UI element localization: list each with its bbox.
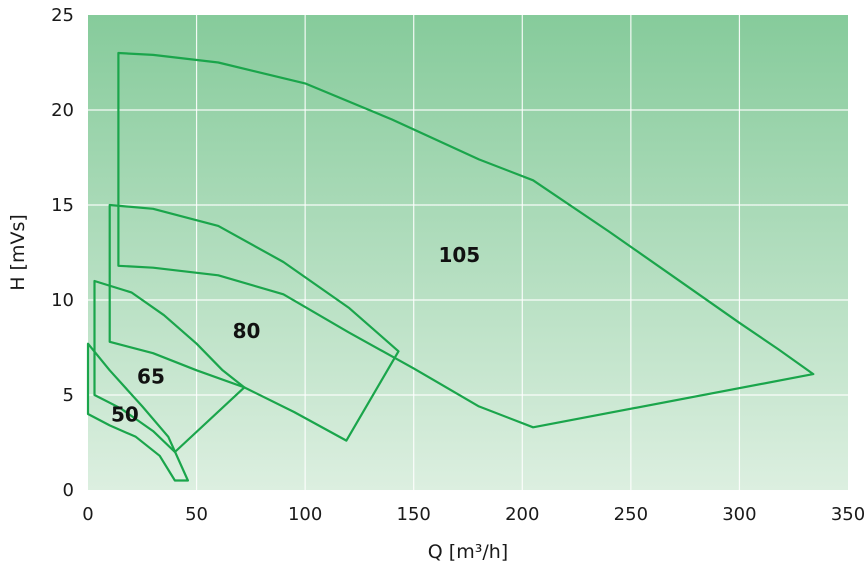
region-label-105: 105 [438,243,480,267]
region-labels: 105 80 65 50 [111,243,480,427]
x-axis-label: Q [m³/h] [428,541,508,563]
region-105-outline [117,51,815,429]
x-tick-label: 200 [505,504,539,525]
y-tick-label: 10 [51,290,74,311]
y-tick-label: 25 [51,5,74,26]
regions [86,51,815,482]
x-tick-label: 50 [185,504,208,525]
plot-area [88,15,848,490]
region-label-50: 50 [111,402,139,426]
x-tick-label: 100 [288,504,322,525]
grid [88,15,848,490]
region-label-65: 65 [137,364,165,388]
x-tick-label: 300 [722,504,756,525]
y-tick-label: 15 [51,195,74,216]
region-50-outline [86,342,189,482]
x-tick-labels: 0 50 100 150 200 250 300 350 [82,504,865,525]
y-tick-label: 5 [63,385,74,406]
y-tick-label: 0 [63,480,74,501]
x-tick-label: 250 [614,504,648,525]
region-label-80: 80 [233,319,261,343]
region-65-outline [93,279,246,454]
x-tick-label: 350 [831,504,865,525]
x-tick-label: 0 [82,504,93,525]
y-axis-label: H [mVs] [7,214,29,291]
y-tick-labels: 0 5 10 15 20 25 [51,5,74,501]
y-tick-label: 20 [51,100,74,121]
region-80-outline [108,203,400,442]
x-tick-label: 150 [397,504,431,525]
